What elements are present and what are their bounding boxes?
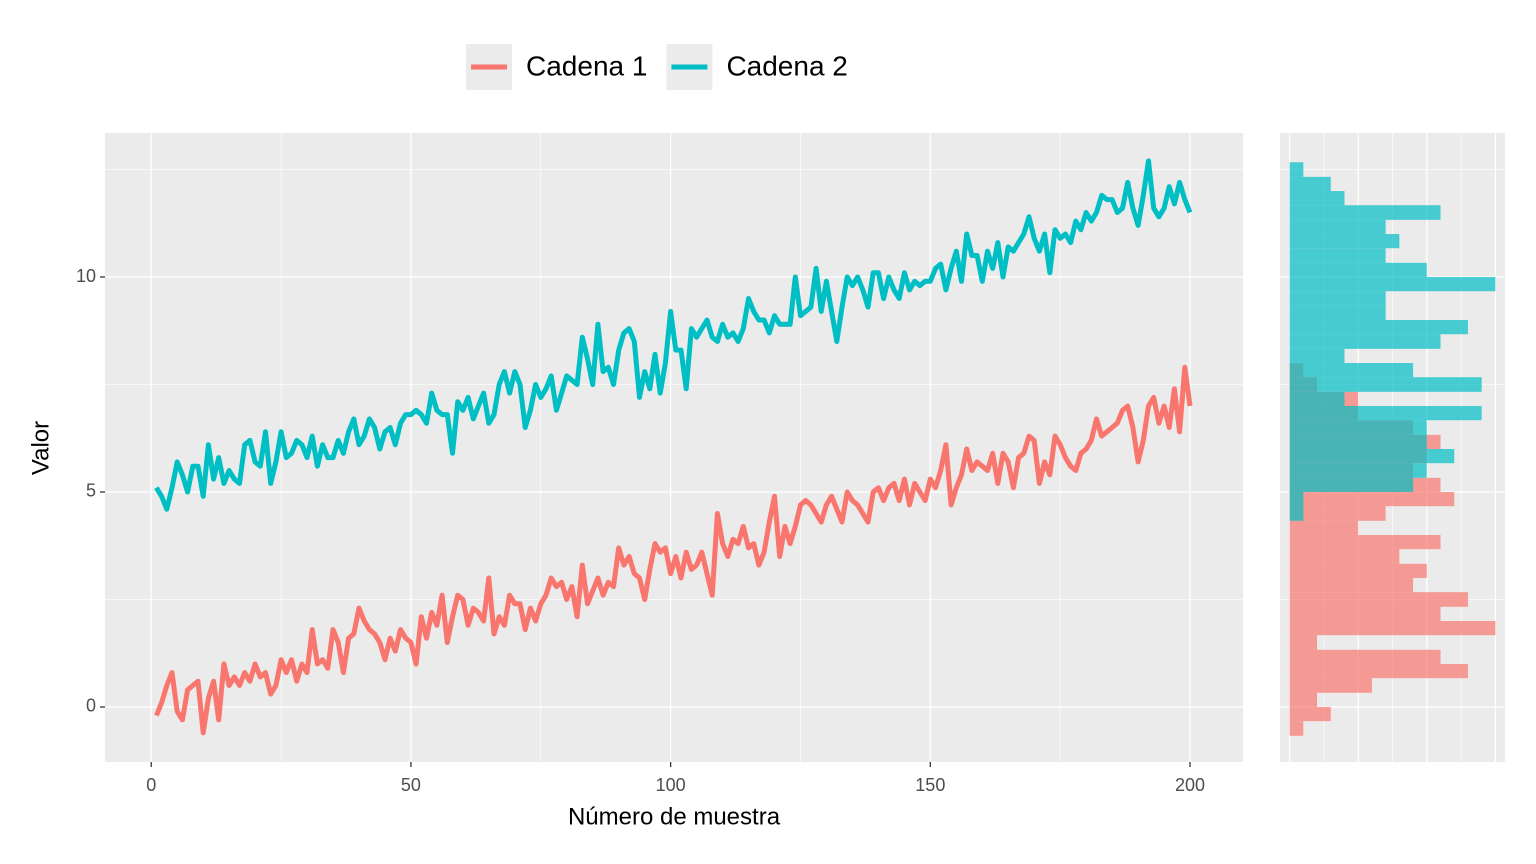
histogram-bar [1289, 706, 1331, 722]
histogram-bar [1289, 434, 1427, 450]
histogram-bar [1289, 320, 1468, 335]
x-tick-label: 200 [1175, 775, 1205, 795]
histogram-bar [1289, 449, 1455, 464]
y-tick-label: 10 [76, 266, 96, 286]
histogram-bar [1289, 649, 1441, 664]
y-tick-label: 0 [86, 696, 96, 716]
x-tick-label: 50 [401, 775, 421, 795]
histogram-bar [1289, 563, 1427, 578]
histogram-bar [1289, 506, 1386, 521]
histogram-bar [1289, 549, 1400, 564]
histogram-bar [1289, 620, 1496, 636]
histogram-bar [1289, 420, 1427, 435]
legend-label: Cadena 2 [726, 50, 847, 81]
histogram-bar [1289, 406, 1482, 421]
histogram-bar [1289, 491, 1304, 507]
histogram-bar [1289, 291, 1386, 306]
histogram-bar [1289, 692, 1318, 707]
histogram-bar [1289, 377, 1482, 392]
histogram-bar [1289, 678, 1372, 693]
histogram-bar [1289, 191, 1345, 206]
legend: Cadena 1 Cadena 2 [466, 44, 848, 90]
histogram-bar [1289, 577, 1414, 593]
x-tick-label: 0 [146, 775, 156, 795]
histogram-bar [1289, 219, 1386, 235]
x-axis-title: Número de muestra [568, 803, 781, 830]
legend-label: Cadena 1 [526, 50, 647, 81]
histogram-bar [1289, 721, 1304, 736]
histogram-bar [1289, 334, 1441, 349]
x-tick-label: 100 [656, 775, 686, 795]
histogram-bar [1289, 348, 1345, 364]
x-tick-label: 150 [915, 775, 945, 795]
y-axis-title: Valor [27, 421, 54, 475]
histogram-bar [1289, 205, 1441, 220]
histogram-bar [1289, 305, 1386, 321]
histogram-bar [1289, 491, 1455, 507]
series-line [154, 158, 1193, 512]
histogram-bar [1289, 262, 1427, 278]
histogram-bar [1289, 277, 1496, 292]
series-line [154, 364, 1193, 736]
histogram-bar [1289, 234, 1400, 249]
histogram-bar [1289, 592, 1468, 607]
y-tick-label: 5 [86, 481, 96, 501]
histogram-bar [1289, 363, 1414, 378]
histogram-bar [1289, 635, 1318, 650]
histogram-bar [1289, 463, 1427, 478]
histogram-bar [1289, 606, 1441, 621]
histogram-bar [1289, 176, 1331, 192]
histogram-bar [1289, 162, 1304, 177]
histogram-bar [1289, 248, 1386, 263]
histogram-bar [1289, 477, 1414, 492]
histogram-bar [1289, 534, 1441, 550]
histogram-bar [1289, 663, 1468, 679]
histogram-bar [1289, 520, 1359, 535]
histogram-bar [1289, 506, 1304, 521]
histogram-bar [1289, 391, 1345, 407]
